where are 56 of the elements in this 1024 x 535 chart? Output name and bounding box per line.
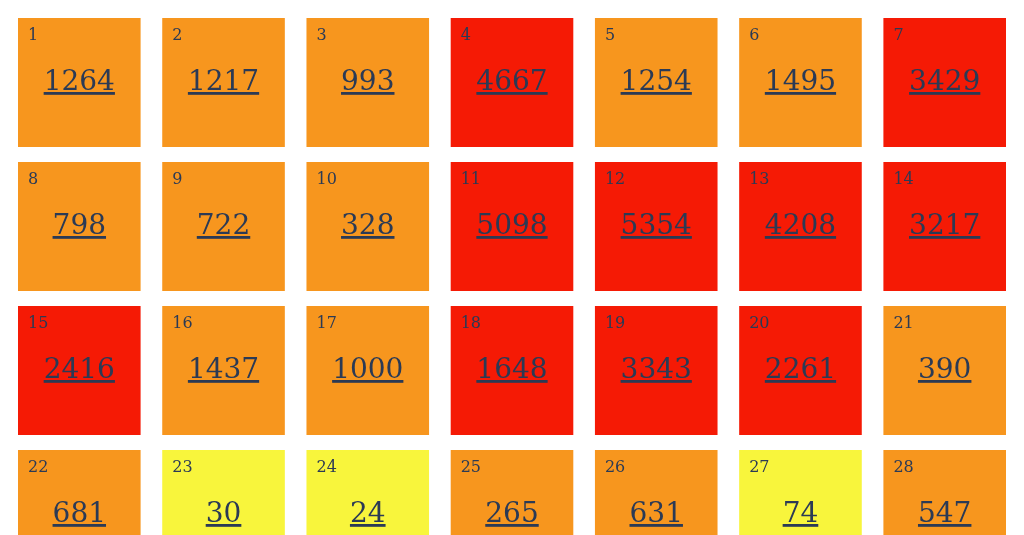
data-label: 328 [341,208,395,241]
data-label: 993 [341,64,395,97]
annotation: 18 [460,313,482,332]
data-label: 1495 [764,64,837,97]
annotation: 23 [172,457,193,476]
annotation: 3 [316,25,327,44]
annotation: 21 [893,313,914,332]
data-label: 74 [782,496,819,529]
annotation: 13 [749,169,770,188]
annotation: 12 [604,169,626,188]
annotation: 6 [749,25,760,44]
annotation: 26 [604,457,626,476]
data-label: 5354 [620,208,692,241]
annotation: 19 [604,313,626,332]
annotation: 4 [460,25,471,44]
data-label: 1254 [620,64,692,97]
data-label: 3429 [909,64,981,97]
annotation: 16 [172,313,193,332]
annotation: 8 [28,169,39,188]
annotation: 5 [604,25,616,44]
data-label: 547 [917,496,972,529]
data-label: 1217 [187,64,260,97]
annotation: 1 [28,25,39,44]
data-label: 5098 [476,208,548,241]
annotation: 27 [749,457,770,476]
annotation: 22 [28,457,49,476]
annotation: 9 [172,169,183,188]
annotation: 28 [893,457,914,476]
data-label: 1437 [187,352,260,385]
annotation: 11 [460,169,482,188]
annotation: 10 [316,169,337,188]
annotation: 20 [749,313,770,332]
annotation: 24 [349,496,386,529]
data-label: 3217 [909,208,981,241]
annotation: 25 [460,457,482,476]
data-label: 3343 [620,352,692,385]
data-label: 1264 [43,64,115,97]
data-label: 265 [485,496,539,529]
data-label: 4667 [476,64,548,97]
data-label: 631 [629,496,683,529]
data-label: 2261 [764,352,837,385]
data-label: 798 [52,208,107,241]
data-label: 1648 [476,352,548,385]
data-label: 30 [205,496,242,529]
data-label: 2416 [43,352,115,385]
data-label: 722 [196,208,251,241]
data-label: 681 [52,496,107,529]
data-label: 24 [316,457,337,476]
data-label: 390 [917,352,972,385]
annotation: 15 [28,313,49,332]
annotation: 17 [316,313,337,332]
annotation: 7 [893,25,904,44]
data-label: 4208 [764,208,837,241]
annotation: 2 [172,25,183,44]
data-label: 1000 [332,352,404,385]
annotation: 14 [893,169,914,188]
